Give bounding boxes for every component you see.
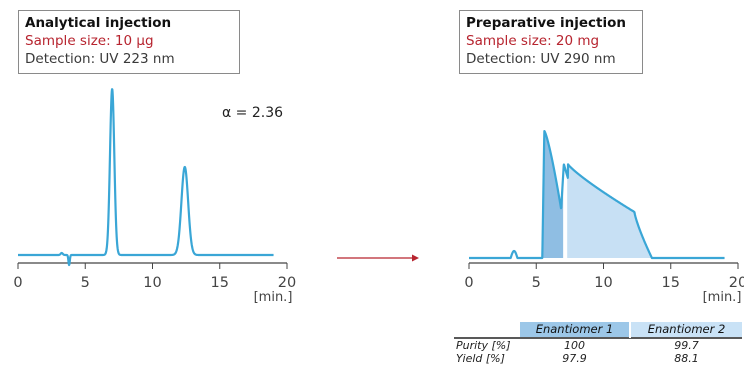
table-row-label: Purity [%] — [456, 339, 511, 352]
preparative-x-tick-label: 20 — [729, 275, 744, 291]
preparative-title: Preparative injection — [466, 15, 626, 31]
enantiomer-1-fraction — [542, 131, 564, 258]
preparative-x-tick-label: 15 — [662, 275, 680, 291]
table-cell: 99.7 — [674, 339, 699, 352]
analytical-x-tick-label: 0 — [13, 275, 22, 291]
analytical-trace — [17, 88, 275, 267]
analytical-sample-size: Sample size: 10 µg — [25, 33, 154, 49]
preparative-chart: 0 5 10 15 20 [min.] — [464, 129, 744, 305]
preparative-x-tick-label: 10 — [594, 275, 612, 291]
table-cell: 100 — [564, 339, 585, 352]
preparative-x-unit: [min.] — [703, 290, 742, 305]
analytical-x-tick-label: 20 — [278, 275, 296, 291]
analytical-info-box: Analytical injection Sample size: 10 µg … — [18, 10, 240, 74]
analytical-x-tick-label: 10 — [143, 275, 161, 291]
alpha-value: α = 2.36 — [222, 105, 283, 121]
table-row-label: Yield [%] — [456, 352, 505, 365]
analytical-x-unit: [min.] — [254, 290, 293, 305]
analytical-title: Analytical injection — [25, 15, 172, 31]
table-cell: 88.1 — [674, 352, 699, 365]
analytical-x-tick-label: 5 — [81, 275, 90, 291]
preparative-detection: Detection: UV 290 nm — [466, 51, 616, 67]
preparative-x-tick-label: 0 — [464, 275, 473, 291]
table-header-enantiomer-2: Enantiomer 2 — [631, 322, 742, 337]
enantiomer-2-fraction — [567, 164, 651, 258]
preparative-x-tick-label: 5 — [532, 275, 541, 291]
preparative-sample-size: Sample size: 20 mg — [466, 33, 600, 49]
analytical-detection: Detection: UV 223 nm — [25, 51, 175, 67]
transfer-arrow — [337, 254, 419, 262]
table-cell: 97.9 — [562, 352, 587, 365]
analytical-x-tick-label: 15 — [211, 275, 229, 291]
preparative-trace — [468, 129, 726, 260]
analytical-chart: 0 5 10 15 20 [min.] α = 2.36 — [13, 88, 296, 305]
table-header-enantiomer-1: Enantiomer 1 — [520, 322, 629, 337]
preparative-info-box: Preparative injection Sample size: 20 mg… — [459, 10, 643, 74]
